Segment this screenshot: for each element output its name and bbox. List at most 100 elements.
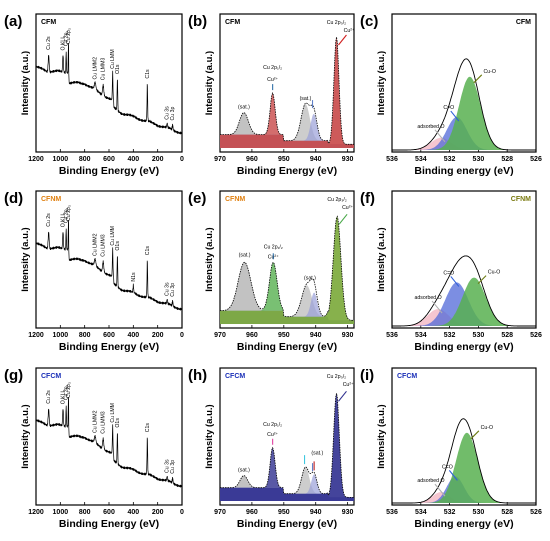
peak-label: Cu 2s bbox=[46, 213, 52, 227]
peak-label: Cu LMM3 bbox=[101, 234, 107, 257]
peak-annotation: adsorbed O bbox=[417, 478, 444, 484]
peak-annotation: (sat.) bbox=[300, 96, 312, 102]
panel-a: (a) 1200 1000 800 600 400 200 0 Binding Energy (… bbox=[4, 13, 184, 177]
peak-label: C1s bbox=[145, 69, 151, 79]
panel-h: (h) 970 960 950 940 930 Binding Energy (eV) Int… bbox=[188, 367, 355, 530]
x-tick-label: 0 bbox=[180, 156, 184, 163]
peak-annotation: (sat.) bbox=[238, 468, 250, 474]
peak-annotation: (sat.) bbox=[311, 450, 323, 456]
peak-label: Cu 2p₁ bbox=[64, 207, 70, 223]
sample-name: CFCM bbox=[41, 373, 61, 380]
y-axis-label: Intensity (a.u.) bbox=[376, 404, 387, 468]
fitted-envelope-line bbox=[392, 255, 536, 327]
annotation-arrow bbox=[470, 430, 480, 440]
peak-annotation: C=O bbox=[442, 464, 453, 470]
panel-label-f: (f) bbox=[360, 190, 375, 207]
peak-label: O1s bbox=[115, 241, 121, 251]
sample-name: CFNM bbox=[511, 196, 531, 203]
peak-label: Cu 3s bbox=[165, 106, 171, 120]
peak-label: Cu 3p bbox=[170, 283, 176, 297]
x-tick-label: 0 bbox=[180, 509, 184, 516]
peak-annotation: Cu-O bbox=[481, 425, 493, 431]
panel-b: (b) 970 960 950 940 930 Binding Energy (eV) Int… bbox=[188, 13, 355, 177]
survey-spectrum-line bbox=[35, 219, 183, 311]
x-tick-label: 600 bbox=[103, 332, 115, 339]
annotation-arrow bbox=[434, 129, 446, 143]
panel-e: (e) 970 960 950 940 930 Binding Energy (eV) Int… bbox=[188, 190, 355, 353]
peak-annotation: (sat.) bbox=[304, 275, 316, 281]
x-tick-label: 400 bbox=[127, 509, 139, 516]
panel-d: (d) 1200 1000 800 600 400 200 0 Binding Energy (… bbox=[4, 190, 184, 353]
peak-annotation: Cu 2p₃/₂ bbox=[327, 20, 346, 26]
x-tick-label: 400 bbox=[127, 156, 139, 163]
fitted-envelope-line bbox=[392, 58, 536, 151]
x-axis-label: Binding energy (eV) bbox=[414, 341, 513, 353]
x-tick-label: 1000 bbox=[53, 156, 69, 163]
peak-annotation: C=O bbox=[443, 105, 454, 111]
peak-annotation: Cu²⁺ bbox=[267, 432, 278, 438]
sample-name: CFM bbox=[41, 19, 56, 26]
sample-name: CFM bbox=[516, 19, 531, 26]
x-tick-label: 970 bbox=[214, 156, 226, 163]
plot-frame bbox=[219, 190, 355, 329]
x-tick-label: 950 bbox=[278, 332, 290, 339]
peak-label: Cu LMM bbox=[110, 49, 116, 69]
x-axis-label: Binding Energy (eV) bbox=[237, 518, 337, 530]
peak-annotation: Cu²⁺ bbox=[342, 205, 353, 211]
fitted-envelope-line bbox=[392, 418, 536, 504]
annotation-arrow bbox=[448, 470, 458, 481]
panel-label-b: (b) bbox=[188, 13, 207, 30]
x-tick-label: 1200 bbox=[28, 332, 44, 339]
component-peak-fill bbox=[220, 216, 354, 324]
peak-label: Cu 2s bbox=[46, 36, 52, 50]
x-tick-label: 400 bbox=[127, 332, 139, 339]
y-axis-label: Intensity (a.u.) bbox=[376, 227, 387, 291]
panel-i: (i) 536 534 532 530 528 526 Binding energy (eV)… bbox=[360, 367, 542, 530]
annotation-arrow bbox=[338, 390, 347, 402]
panel-f: (f) 536 534 532 530 528 526 Binding energy (eV)… bbox=[360, 190, 542, 353]
peak-label: Cu LMM3 bbox=[101, 411, 107, 434]
y-axis-label: Intensity (a.u.) bbox=[204, 227, 215, 291]
x-tick-label: 930 bbox=[342, 509, 354, 516]
peak-label: Cu LMM3 bbox=[101, 58, 107, 81]
x-tick-label: 0 bbox=[180, 332, 184, 339]
component-peak-fill bbox=[220, 262, 354, 324]
x-tick-label: 1200 bbox=[28, 509, 44, 516]
annotation-arrow bbox=[450, 276, 460, 287]
peak-annotation: Cu²⁺ bbox=[344, 28, 355, 34]
x-tick-label: 1000 bbox=[53, 332, 69, 339]
x-tick-label: 532 bbox=[444, 509, 456, 516]
y-axis-label: Intensity (a.u.) bbox=[204, 404, 215, 468]
peak-label: Cu 2p₁ bbox=[64, 384, 70, 400]
x-tick-label: 534 bbox=[415, 509, 427, 516]
x-tick-label: 600 bbox=[103, 509, 115, 516]
survey-spectrum-line bbox=[35, 42, 183, 135]
x-axis-label: Binding Energy (eV) bbox=[237, 341, 337, 353]
x-tick-label: 536 bbox=[386, 332, 398, 339]
annotation-arrow bbox=[450, 110, 460, 122]
panel-g: (g) 1200 1000 800 600 400 200 0 Binding Energy (… bbox=[4, 367, 184, 530]
x-axis-label: Binding Energy (eV) bbox=[237, 165, 337, 177]
survey-spectrum-line bbox=[35, 396, 183, 488]
x-tick-label: 800 bbox=[79, 156, 91, 163]
peak-annotation: Cu²⁺ bbox=[343, 382, 354, 388]
annotation-arrow bbox=[473, 74, 483, 84]
peak-label: Cu LMM2 bbox=[93, 410, 99, 433]
peak-label: C1s bbox=[145, 423, 151, 433]
panel-label-c: (c) bbox=[360, 13, 378, 30]
component-peak-fill bbox=[392, 492, 536, 503]
panel-label-i: (i) bbox=[360, 367, 374, 384]
x-tick-label: 950 bbox=[278, 156, 290, 163]
peak-annotation: Cu 2p₁/₂ bbox=[264, 244, 283, 250]
y-axis-label: Intensity (a.u.) bbox=[204, 51, 215, 115]
x-tick-label: 800 bbox=[79, 509, 91, 516]
peak-label: O KLL bbox=[61, 389, 67, 404]
x-tick-label: 200 bbox=[152, 332, 164, 339]
peak-label: O1s bbox=[115, 64, 121, 74]
peak-label: Cu 3s bbox=[165, 282, 171, 296]
peak-label: Cu LMM bbox=[110, 226, 116, 246]
x-tick-label: 940 bbox=[310, 332, 322, 339]
peak-annotation: Cu 2p₃/₂ bbox=[327, 197, 346, 203]
annotation-arrow bbox=[477, 275, 487, 284]
